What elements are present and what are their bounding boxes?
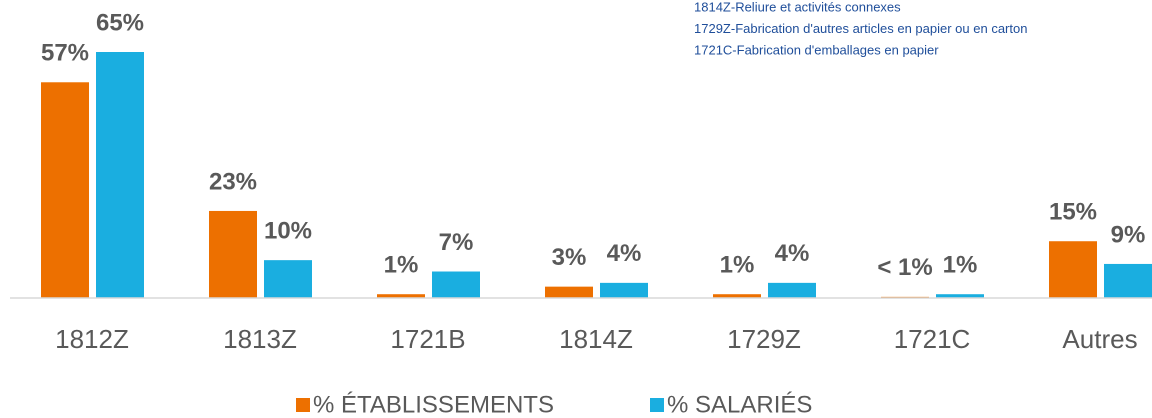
bar bbox=[377, 294, 425, 298]
bar bbox=[264, 260, 312, 298]
value-label: 4% bbox=[607, 240, 642, 267]
annotation: 1721C-Fabrication d'emballages en papier bbox=[694, 42, 939, 57]
value-label: 10% bbox=[264, 217, 312, 244]
value-label: 57% bbox=[41, 40, 89, 67]
x-tick-label: 1812Z bbox=[55, 324, 129, 354]
value-label: 3% bbox=[552, 244, 587, 271]
value-label: 15% bbox=[1049, 199, 1097, 226]
value-label: 4% bbox=[775, 240, 810, 267]
value-label: < 1% bbox=[877, 254, 932, 281]
legend-label: % ÉTABLISSEMENTS bbox=[313, 391, 554, 418]
bar bbox=[1104, 263, 1152, 298]
value-label: 23% bbox=[209, 168, 257, 195]
legend-label: % SALARIÉS bbox=[667, 391, 812, 418]
x-tick-label: 1813Z bbox=[223, 324, 297, 354]
bar bbox=[713, 294, 761, 298]
bar bbox=[600, 282, 648, 298]
bar bbox=[545, 286, 593, 298]
bar bbox=[768, 282, 816, 298]
value-label: 1% bbox=[720, 252, 755, 279]
bar bbox=[209, 210, 257, 298]
legend-swatch bbox=[650, 398, 664, 412]
x-tick-label: 1721C bbox=[894, 324, 971, 354]
bar bbox=[1049, 241, 1097, 298]
x-tick-label: 1721B bbox=[390, 324, 465, 354]
annotation: 1729Z-Fabrication d'autres articles en p… bbox=[694, 21, 1027, 36]
x-tick-label: 1814Z bbox=[559, 324, 633, 354]
value-label: 7% bbox=[439, 229, 474, 256]
bar bbox=[96, 52, 144, 298]
value-label: 9% bbox=[1111, 221, 1146, 248]
value-label: 1% bbox=[384, 252, 419, 279]
x-tick-label: Autres bbox=[1062, 324, 1137, 354]
annotation: 1814Z-Reliure et activités connexes bbox=[694, 0, 901, 14]
bar bbox=[936, 294, 984, 298]
bar bbox=[432, 271, 480, 298]
value-label: 65% bbox=[96, 9, 144, 36]
legend-swatch bbox=[296, 398, 310, 412]
bar bbox=[41, 82, 89, 299]
value-label: 1% bbox=[943, 252, 978, 279]
x-tick-label: 1729Z bbox=[727, 324, 801, 354]
